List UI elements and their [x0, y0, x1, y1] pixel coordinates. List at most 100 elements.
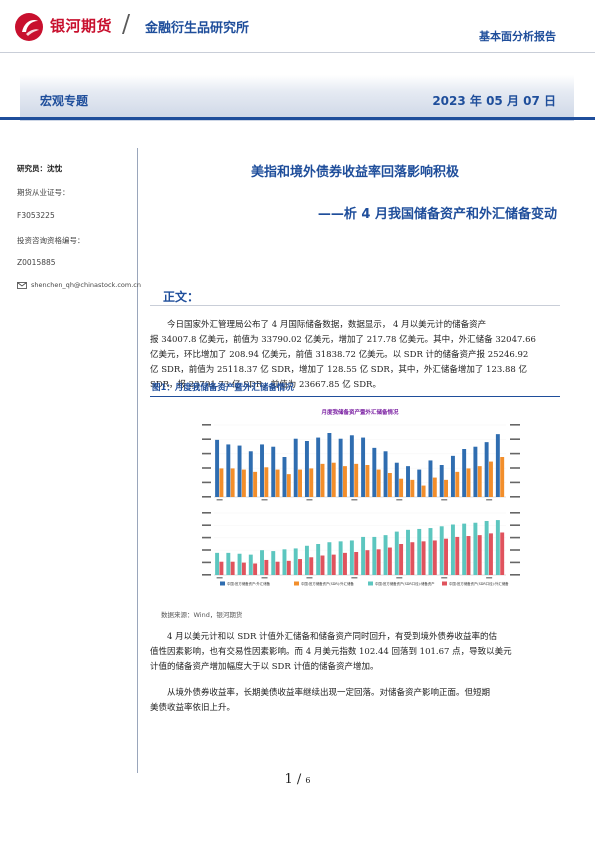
bar-reserve-assets-sdr [394, 531, 399, 575]
x-tick-label [306, 577, 313, 579]
license-label: 期货从业证号： [17, 188, 70, 197]
tick-label-right [510, 512, 520, 514]
bar-fx-reserve-usd [439, 465, 444, 497]
legend-swatch [442, 581, 447, 586]
legend-label: 中国:官方储备资产(SDR):外汇储备 [301, 581, 354, 586]
researcher-name: 研究员：沈忱 [17, 164, 62, 173]
tick-label-right [510, 481, 520, 484]
page-number: 1 / 6 [0, 772, 595, 787]
bar-reserve-assets-sdr [361, 536, 366, 575]
bar-fx-reserve-usd [338, 438, 343, 497]
x-tick-label [396, 577, 403, 579]
bar-reserve-assets-sdr [282, 549, 287, 575]
bar-fx-reserve-sdr-basis [320, 555, 325, 575]
bar-fx-reserve-usd [361, 437, 366, 497]
text-line: SDR，报 23791.73 亿 SDR，前值为 23667.85 亿 SDR。 [150, 380, 381, 390]
legend-swatch [220, 581, 225, 586]
bar-fx-reserve-sdr-basis [399, 544, 404, 575]
bar-fx-reserve-usd [271, 446, 276, 497]
x-tick-label [351, 577, 358, 579]
bar-fx-reserve-sdr-basis [376, 549, 381, 575]
bar-fx-reserve-sdr-basis [500, 532, 505, 575]
bar-fx-reserve-sdr [410, 479, 415, 497]
bar-reserve-assets-sdr [215, 552, 220, 575]
galaxy-logo-icon [15, 13, 43, 41]
chart-legend: 中国:官方储备资产:外汇储备 中国:官方储备资产(SDR):外汇储备 中国:官方储备… [220, 581, 509, 586]
report-type: 基本面分析报告 [479, 30, 556, 43]
bar-fx-reserve-sdr [399, 478, 404, 497]
bar-fx-reserve-sdr-basis [365, 550, 370, 575]
bar-fx-reserve-usd [248, 451, 253, 497]
bar-fx-reserve-sdr [421, 485, 426, 497]
bar-fx-reserve-sdr [444, 479, 448, 497]
figure-rule [150, 396, 560, 397]
bar-reserve-assets-sdr [372, 536, 377, 575]
tick-label-left [202, 574, 211, 576]
text-line: 报 34007.8 亿美元，前值为 33790.02 亿美元，增加了 217.7… [150, 335, 536, 345]
bar-fx-reserve-sdr [275, 469, 280, 497]
bar-reserve-assets-sdr [417, 528, 422, 575]
bar-reserve-assets-sdr [237, 553, 242, 575]
bar-fx-reserve-sdr-basis [264, 559, 269, 575]
bar-fx-reserve-sdr [466, 468, 471, 497]
banner-rule [0, 117, 595, 120]
tick-label-right [510, 438, 520, 440]
legend-label: 中国:官方储备资产(SDR口径):外汇储备 [449, 581, 509, 586]
x-tick-label [261, 499, 268, 501]
bar-fx-reserve-sdr [455, 471, 460, 497]
report-subtitle: ——析 4 月我国储备资产和外汇储备变动 [317, 207, 557, 222]
bar-fx-reserve-usd [327, 433, 332, 497]
bar-fx-reserve-usd [215, 439, 220, 497]
bar-fx-reserve-usd [293, 438, 298, 497]
header-divider [0, 52, 595, 53]
researcher-email[interactable]: shenchen_qh@chinastock.com.cn [31, 281, 141, 289]
bar-fx-reserve-sdr-basis [466, 536, 471, 575]
paragraph-1: 今日国家外汇管理局公布了 4 月国际储备数据，数据显示， 4 月以美元计的储备资… [150, 318, 560, 393]
bar-fx-reserve-usd [260, 444, 264, 497]
tick-label-right [510, 536, 520, 539]
bar-fx-reserve-usd [316, 437, 321, 497]
bar-fx-reserve-sdr-basis [354, 551, 359, 575]
bar-fx-reserve-sdr [219, 468, 224, 497]
tick-label-left [202, 467, 211, 469]
bar-reserve-assets-sdr [383, 535, 388, 575]
tick-label-left [202, 452, 211, 455]
tick-label-left [202, 561, 211, 564]
bar-fx-reserve-sdr-basis [444, 538, 448, 575]
bar-fx-reserve-sdr-basis [410, 542, 415, 575]
x-tick-label [396, 499, 403, 501]
bar-fx-reserve-sdr [298, 469, 302, 497]
report-title: 美指和境外债券收益率回落影响积极 [250, 165, 459, 180]
x-tick-label [486, 577, 493, 579]
page-separator: / [296, 772, 302, 787]
tick-label-right [510, 467, 520, 469]
tick-label-left [202, 536, 211, 539]
text-line: 值性因素影响，也有交易性因素影响。而 4 月美元指数 102.44 回落到 10… [150, 647, 512, 657]
bar-reserve-assets-sdr [462, 523, 467, 575]
bar-reserve-assets-sdr [260, 550, 264, 575]
bar-fx-reserve-usd [495, 434, 500, 497]
bar-fx-reserve-sdr-basis [286, 560, 291, 575]
report-date: 2023 年 05 月 07 日 [432, 94, 556, 108]
email-icon [17, 282, 27, 289]
text-line: 计值的储备资产增加幅度大于以 SDR 计值的储备资产增加。 [150, 662, 379, 672]
bar-reserve-assets-sdr [248, 554, 253, 575]
x-tick-label [486, 499, 493, 501]
bar-fx-reserve-usd [428, 460, 433, 497]
bar-fx-reserve-usd [237, 445, 242, 497]
bar-reserve-assets-sdr [349, 540, 354, 575]
figure-source: 数据来源：Wind，银河期货 [161, 611, 243, 619]
tick-label-right [510, 452, 520, 455]
bar-reserve-assets-sdr [304, 545, 309, 575]
x-tick-label [261, 577, 268, 579]
bar-fx-reserve-sdr-basis [275, 561, 280, 575]
bar-fx-reserve-sdr-basis [455, 536, 460, 575]
bar-fx-reserve-sdr-basis [342, 552, 347, 575]
bar-fx-reserve-usd [349, 435, 354, 497]
advisor-label: 投资咨询资格编号： [17, 236, 85, 245]
bar-fx-reserve-sdr [376, 469, 381, 497]
tick-label-right [510, 574, 520, 576]
bar-fx-reserve-usd [406, 466, 410, 497]
tick-label-right [510, 549, 520, 551]
text-line: 美债收益率依旧上升。 [150, 703, 236, 713]
